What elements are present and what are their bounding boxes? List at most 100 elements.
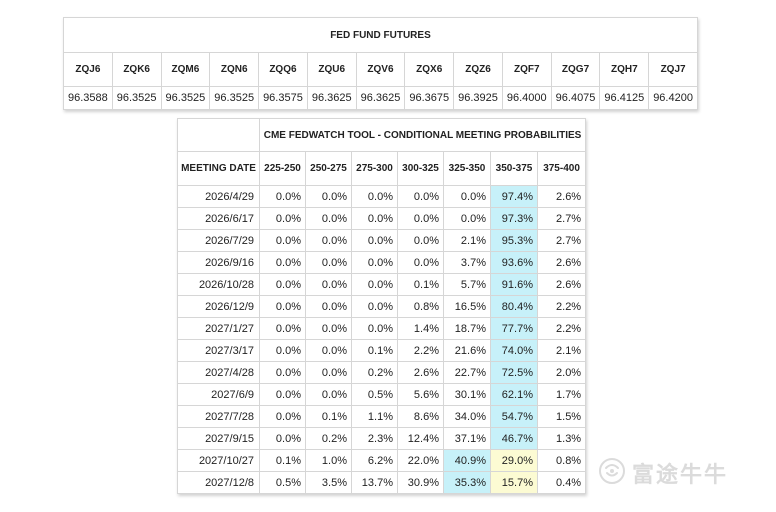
probability-cell: 91.6% <box>490 273 538 296</box>
contract-code: ZQG7 <box>550 52 601 87</box>
probability-cell: 95.3% <box>490 229 538 252</box>
fed-fund-futures-table: FED FUND FUTURES ZQJ6 ZQK6 ZQM6 ZQN6 ZQQ6 ZQU… <box>63 17 698 110</box>
probability-cell: 2.6% <box>536 273 587 296</box>
contract-code: ZQF7 <box>501 52 552 87</box>
probability-cell: 3.7% <box>443 251 491 274</box>
probability-cell: 1.7% <box>536 383 587 406</box>
meeting-date: 2027/12/8 <box>177 471 260 494</box>
contract-code: ZQJ7 <box>648 52 698 87</box>
probability-cell: 40.9% <box>443 449 491 472</box>
probability-cell: 54.7% <box>490 405 538 428</box>
probability-cell: 0.1% <box>259 449 306 472</box>
rate-range-header: 325-350 <box>443 151 491 186</box>
probability-cell: 0.1% <box>397 273 444 296</box>
probability-cell: 0.0% <box>305 295 352 318</box>
futu-niuniu-watermark: 富途牛牛 <box>598 457 758 488</box>
futures-price-row: 96.3588 96.3525 96.3525 96.3525 96.3575 96.36… <box>63 86 698 110</box>
probability-cell: 0.0% <box>443 185 491 208</box>
probability-cell: 2.0% <box>536 361 587 384</box>
contract-price: 96.3575 <box>258 86 308 110</box>
probability-cell: 62.1% <box>490 383 538 406</box>
probability-cell: 0.0% <box>351 207 398 230</box>
probability-cell: 0.0% <box>305 383 352 406</box>
probability-cell: 37.1% <box>443 427 491 450</box>
probability-cell: 2.1% <box>443 229 491 252</box>
probability-cell: 8.6% <box>397 405 444 428</box>
fedwatch-table-title: CME FEDWATCH TOOL - CONDITIONAL MEETING … <box>258 118 587 152</box>
probability-cell: 0.8% <box>536 449 587 472</box>
meeting-date: 2027/6/9 <box>177 383 260 406</box>
probability-cell: 0.0% <box>305 361 352 384</box>
meeting-date: 2026/9/16 <box>177 251 260 274</box>
contract-code: ZQK6 <box>111 52 162 87</box>
probability-cell: 0.0% <box>259 251 306 274</box>
probability-cell: 18.7% <box>443 317 491 340</box>
probability-cell: 0.0% <box>259 317 306 340</box>
probability-cell: 46.7% <box>490 427 538 450</box>
probability-cell: 72.5% <box>490 361 538 384</box>
probability-cell: 1.1% <box>351 405 398 428</box>
meeting-date: 2026/7/29 <box>177 229 260 252</box>
probability-cell: 21.6% <box>443 339 491 362</box>
probability-cell: 2.6% <box>397 361 444 384</box>
probability-cell: 93.6% <box>490 251 538 274</box>
probability-cell: 3.5% <box>305 471 352 494</box>
probability-cell: 0.0% <box>259 361 306 384</box>
meeting-date: 2027/4/28 <box>177 361 260 384</box>
meeting-row: 2026/4/29 0.0% 0.0% 0.0% 0.0% 0.0% 97.4% 2.6% <box>177 185 587 208</box>
meeting-date: 2026/6/17 <box>177 207 260 230</box>
contract-price: 96.3625 <box>306 86 357 110</box>
probability-cell: 0.5% <box>259 471 306 494</box>
contract-price: 96.3525 <box>111 86 162 110</box>
probability-cell: 2.6% <box>536 185 587 208</box>
probability-cell: 30.1% <box>443 383 491 406</box>
corner-blank-cell <box>177 118 260 152</box>
contract-code: ZQZ6 <box>453 52 503 87</box>
probability-cell: 2.1% <box>536 339 587 362</box>
probability-cell: 1.0% <box>305 449 352 472</box>
probability-cell: 22.0% <box>397 449 444 472</box>
rate-range-header: 225-250 <box>259 151 306 186</box>
probability-cell: 0.0% <box>397 185 444 208</box>
meeting-date: 2026/4/29 <box>177 185 260 208</box>
contract-price: 96.4075 <box>550 86 601 110</box>
probability-cell: 0.0% <box>259 339 306 362</box>
probability-cell: 12.4% <box>397 427 444 450</box>
meeting-date: 2027/7/28 <box>177 405 260 428</box>
probability-cell: 0.0% <box>351 229 398 252</box>
probability-cell: 0.0% <box>259 273 306 296</box>
meeting-row: 2027/4/28 0.0% 0.0% 0.2% 2.6% 22.7% 72.5% 2.0% <box>177 361 587 384</box>
probability-cell: 0.0% <box>351 295 398 318</box>
meeting-row: 2027/10/27 0.1% 1.0% 6.2% 22.0% 40.9% 29.0% 0.8… <box>177 449 587 472</box>
probability-cell: 2.6% <box>536 251 587 274</box>
contract-price: 96.3675 <box>404 86 455 110</box>
meeting-row: 2026/6/17 0.0% 0.0% 0.0% 0.0% 0.0% 97.3% 2.7% <box>177 207 587 230</box>
probability-cell: 6.2% <box>351 449 398 472</box>
probability-cell: 2.2% <box>397 339 444 362</box>
contract-price: 96.3525 <box>209 86 260 110</box>
probability-cell: 0.0% <box>305 339 352 362</box>
meeting-date: 2027/1/27 <box>177 317 260 340</box>
probability-cell: 0.0% <box>305 185 352 208</box>
contract-code: ZQQ6 <box>258 52 308 87</box>
meeting-date: 2027/3/17 <box>177 339 260 362</box>
probability-cell: 2.2% <box>536 317 587 340</box>
meeting-row: 2026/10/28 0.0% 0.0% 0.0% 0.1% 5.7% 91.6% 2.6% <box>177 273 587 296</box>
probability-cell: 29.0% <box>490 449 538 472</box>
probability-cell: 0.2% <box>305 427 352 450</box>
contract-price: 96.3525 <box>160 86 211 110</box>
probability-cell: 16.5% <box>443 295 491 318</box>
contract-price: 96.4125 <box>599 86 650 110</box>
probability-cell: 0.0% <box>351 273 398 296</box>
probability-rows: 2026/4/29 0.0% 0.0% 0.0% 0.0% 0.0% 97.4% 2.6% 20… <box>177 185 587 494</box>
probability-cell: 15.7% <box>490 471 538 494</box>
probability-cell: 0.1% <box>351 339 398 362</box>
meeting-date: 2027/10/27 <box>177 449 260 472</box>
meeting-row: 2027/12/8 0.5% 3.5% 13.7% 30.9% 35.3% 15.7% 0.4… <box>177 471 587 494</box>
contract-code: ZQM6 <box>160 52 211 87</box>
probability-cell: 0.0% <box>259 229 306 252</box>
probability-cell: 0.0% <box>397 229 444 252</box>
meeting-row: 2026/12/9 0.0% 0.0% 0.0% 0.8% 16.5% 80.4% 2.2% <box>177 295 587 318</box>
probability-cell: 74.0% <box>490 339 538 362</box>
probability-cell: 5.6% <box>397 383 444 406</box>
